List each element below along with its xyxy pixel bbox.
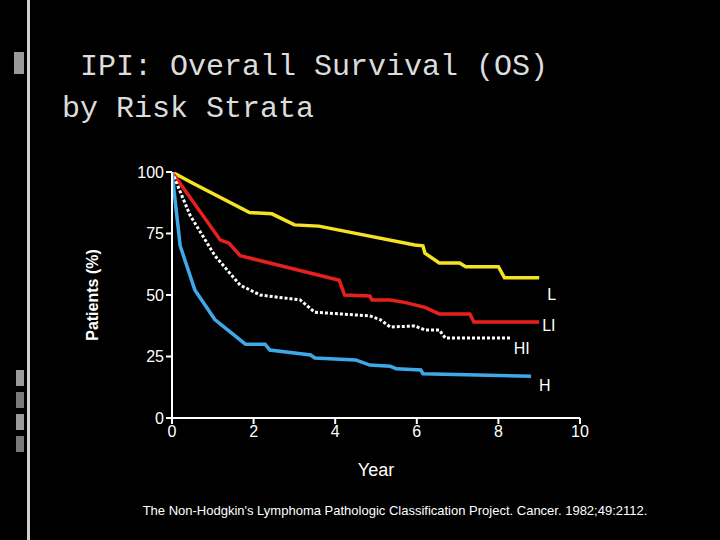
svg-text:25: 25 — [146, 348, 164, 365]
html-text:IPI: Overall Survival (OS) by: IPI: Overall Survival (OS) by Risk Strat… — [62, 50, 549, 126]
svg-text:HI: HI — [514, 340, 530, 357]
svg-text:Patients (%): Patients (%) — [84, 249, 101, 341]
svg-text:10: 10 — [571, 423, 589, 440]
svg-text:6: 6 — [412, 423, 421, 440]
svg-text:0: 0 — [155, 410, 164, 427]
svg-text:4: 4 — [331, 423, 340, 440]
svg-text:100: 100 — [137, 164, 164, 181]
svg-text:50: 50 — [146, 287, 164, 304]
html-text:The Non-Hodgkin's Lymphoma Pat: The Non-Hodgkin's Lymphoma Pathologic Cl… — [142, 503, 648, 518]
svg-text:Year: Year — [358, 460, 394, 480]
svg-text:8: 8 — [494, 423, 503, 440]
svg-text:75: 75 — [146, 225, 164, 242]
svg-text:L: L — [547, 286, 556, 303]
svg-text:0: 0 — [168, 423, 177, 440]
svg-text:2: 2 — [249, 423, 258, 440]
svg-text:LI: LI — [542, 317, 555, 334]
svg-text:H: H — [539, 377, 551, 394]
